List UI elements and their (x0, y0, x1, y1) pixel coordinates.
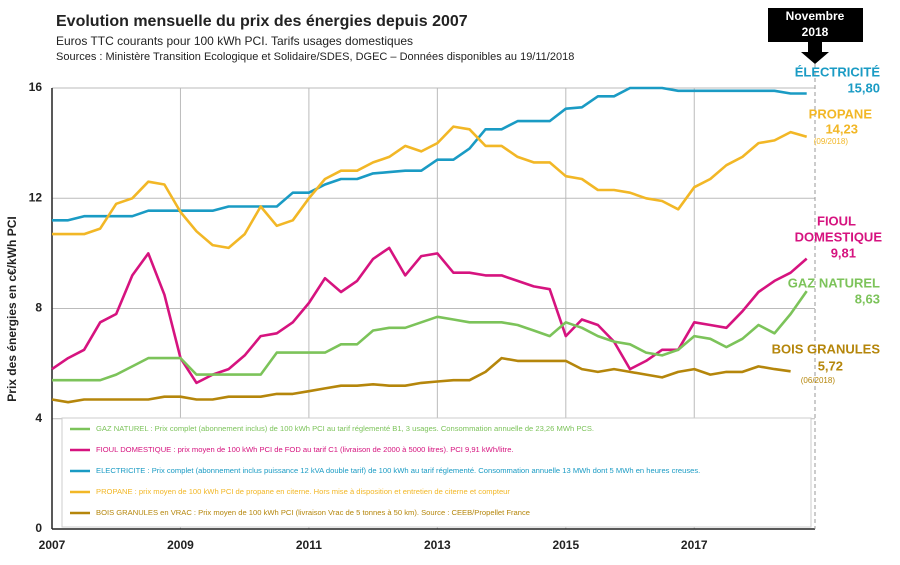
annotation: PROPANE (809, 106, 873, 121)
annotation: FIOUL (817, 213, 856, 228)
x-tick-label: 2013 (424, 538, 451, 552)
legend-label: BOIS GRANULES en VRAC : Prix moyen de 10… (96, 508, 530, 517)
annotation: (06/2018) (801, 376, 836, 385)
line-series (52, 125, 808, 250)
y-tick-label: 8 (35, 301, 42, 315)
x-tick-label: 2011 (296, 538, 322, 552)
line-series (52, 86, 807, 222)
chart-source: Sources : Ministère Transition Ecologiqu… (56, 51, 574, 63)
legend-label: PROPANE : prix moyen de 100 kWh PCI de p… (96, 487, 510, 496)
x-tick-label: 2007 (39, 538, 66, 552)
line-series (52, 290, 808, 382)
annotation: 14,23 (825, 121, 858, 136)
line-series (51, 356, 791, 404)
marker-label: 2018 (802, 25, 829, 39)
chart-subtitle: Euros TTC courants pour 100 kWh PCI. Tar… (56, 34, 413, 48)
legend-label: GAZ NATUREL : Prix complet (abonnement i… (96, 424, 594, 433)
annotation: 8,63 (855, 291, 880, 306)
annotation: (09/2018) (814, 137, 849, 146)
marker-label: Novembre (786, 9, 845, 23)
annotation: DOMESTIQUE (795, 229, 883, 244)
y-axis-label: Prix des énergies en c€/kWh PCI (5, 216, 19, 401)
annotation: GAZ NATUREL (788, 275, 880, 290)
y-tick-label: 4 (35, 411, 42, 425)
annotation: 5,72 (818, 358, 843, 373)
x-tick-label: 2009 (167, 538, 194, 552)
legend-box (61, 417, 812, 528)
legend-label: FIOUL DOMESTIQUE : prix moyen de 100 kWh… (96, 445, 514, 454)
annotation: 9,81 (831, 245, 856, 260)
x-tick-label: 2017 (681, 538, 708, 552)
chart-title: Evolution mensuelle du prix des énergies… (56, 13, 468, 30)
annotation: BOIS GRANULES (772, 341, 881, 356)
x-tick-label: 2015 (552, 538, 579, 552)
annotation: ÉLECTRICITÉ (795, 64, 881, 79)
marker-arrow (801, 42, 829, 64)
legend-label: ELECTRICITE : Prix complet (abonnement i… (96, 466, 700, 475)
y-tick-label: 12 (29, 190, 43, 204)
y-tick-label: 0 (35, 521, 42, 535)
marker-box (768, 8, 863, 42)
annotation: 15,80 (847, 80, 880, 95)
y-tick-label: 16 (29, 80, 43, 94)
line-series (51, 246, 808, 385)
